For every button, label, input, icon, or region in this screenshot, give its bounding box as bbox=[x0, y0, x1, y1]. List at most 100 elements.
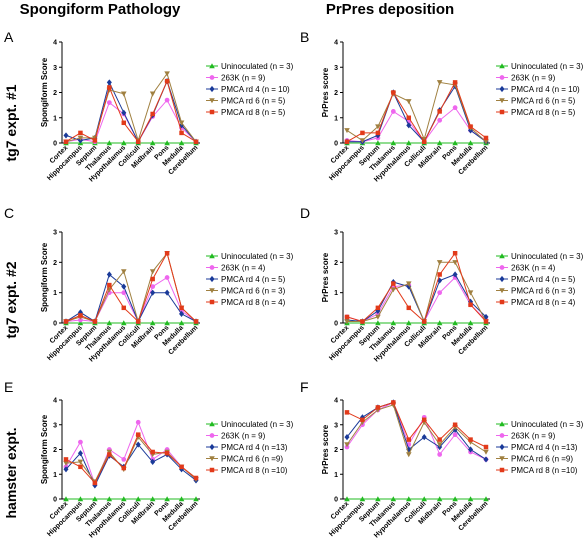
data-point bbox=[193, 475, 199, 481]
data-point bbox=[150, 458, 156, 465]
data-point bbox=[452, 250, 458, 256]
data-point bbox=[77, 496, 84, 502]
series-2 bbox=[344, 83, 489, 145]
data-point bbox=[406, 283, 412, 290]
y-tick-label: 0 bbox=[334, 321, 338, 328]
data-point bbox=[121, 290, 127, 296]
legend-marker bbox=[499, 275, 505, 283]
data-point bbox=[452, 105, 458, 111]
data-point bbox=[179, 310, 185, 317]
data-point bbox=[63, 496, 69, 502]
data-point bbox=[193, 496, 199, 502]
data-point bbox=[164, 289, 170, 296]
legend: Uninoculated (n = 3) 263K (n = 9) PMCA rd … bbox=[206, 420, 294, 475]
legend-marker bbox=[499, 443, 505, 451]
data-point bbox=[405, 99, 412, 105]
legend-entry: PMCA rd 6 (n =9) bbox=[511, 455, 573, 464]
series-line bbox=[346, 401, 487, 460]
data-point bbox=[375, 405, 381, 410]
series-2 bbox=[63, 441, 199, 489]
data-point bbox=[468, 302, 473, 308]
data-point bbox=[164, 140, 170, 146]
data-point bbox=[193, 319, 199, 324]
series-1 bbox=[344, 400, 489, 462]
series-line bbox=[65, 79, 197, 143]
data-point bbox=[390, 287, 397, 293]
y-axis-label: Spongiform Score bbox=[40, 242, 49, 312]
data-point bbox=[375, 314, 381, 320]
series-3 bbox=[63, 250, 199, 325]
data-point bbox=[164, 320, 170, 326]
data-point bbox=[106, 320, 113, 326]
data-point bbox=[390, 496, 397, 502]
data-point bbox=[436, 140, 443, 146]
data-point bbox=[405, 496, 412, 502]
series-3 bbox=[63, 71, 199, 145]
data-point bbox=[150, 284, 156, 289]
series-line bbox=[65, 273, 197, 323]
legend-entry: PMCA rd 4 (n = 10) bbox=[221, 85, 290, 94]
data-point bbox=[106, 140, 113, 146]
data-point bbox=[178, 320, 185, 326]
series-0 bbox=[344, 496, 489, 502]
series-line bbox=[346, 401, 487, 460]
y-tick-label: 4 bbox=[53, 40, 57, 47]
data-point bbox=[164, 71, 170, 77]
y-tick-label: 4 bbox=[334, 40, 338, 47]
data-point bbox=[406, 115, 412, 120]
data-point bbox=[121, 457, 127, 462]
data-point bbox=[78, 317, 83, 323]
data-point bbox=[121, 120, 127, 126]
legend-marker bbox=[209, 75, 215, 80]
y-axis-label: Spongiform Score bbox=[40, 57, 49, 127]
data-point bbox=[121, 283, 127, 290]
data-point bbox=[360, 130, 365, 136]
data-point bbox=[179, 305, 184, 311]
legend-marker bbox=[499, 456, 505, 462]
data-point bbox=[77, 320, 84, 326]
data-point bbox=[107, 282, 112, 288]
data-point bbox=[179, 130, 184, 136]
legend-entry: PMCA rd 6 (n = 5) bbox=[511, 97, 576, 106]
legend-entry: 263K (n = 9) bbox=[221, 432, 266, 441]
legend-entry: 263K (n = 4) bbox=[221, 264, 266, 273]
legend-marker bbox=[209, 85, 215, 93]
legend-entry: PMCA rd 6 (n = 5) bbox=[221, 97, 286, 106]
data-point bbox=[149, 496, 156, 502]
legend-marker bbox=[209, 443, 215, 451]
data-point bbox=[437, 437, 442, 442]
data-point bbox=[452, 432, 458, 438]
data-point bbox=[421, 434, 427, 441]
data-point bbox=[375, 320, 381, 326]
legend-entry: PMCA rd 6 (n = 3) bbox=[221, 287, 286, 296]
data-point bbox=[467, 140, 474, 146]
data-point bbox=[107, 85, 112, 90]
y-tick-label: 1 bbox=[334, 472, 338, 479]
y-axis-label: Spongiform Score bbox=[40, 414, 49, 484]
data-point bbox=[120, 320, 127, 326]
data-point bbox=[121, 465, 127, 471]
column-title-prpres: PrPres deposition bbox=[326, 1, 454, 18]
data-point bbox=[179, 464, 184, 470]
data-point bbox=[344, 496, 350, 502]
data-point bbox=[78, 439, 83, 445]
row-title-tg7-expt-2: tg7 expt. #2 bbox=[3, 261, 19, 338]
legend-marker bbox=[499, 75, 505, 80]
data-point bbox=[436, 496, 443, 502]
legend: Uninoculated (n = 3) 263K (n = 9) PMCA rd … bbox=[206, 62, 294, 117]
data-point bbox=[467, 290, 474, 296]
y-tick-label: 0 bbox=[53, 141, 57, 148]
data-point bbox=[436, 320, 443, 326]
data-point bbox=[483, 456, 489, 463]
data-point bbox=[483, 444, 489, 450]
series-4 bbox=[63, 432, 199, 486]
y-tick-label: 1 bbox=[334, 115, 338, 122]
data-point bbox=[120, 91, 127, 97]
data-point bbox=[467, 496, 474, 502]
legend-marker bbox=[209, 253, 215, 259]
legend-marker bbox=[499, 109, 505, 115]
data-point bbox=[92, 480, 98, 486]
legend-entry: PMCA rd 4 (n =13) bbox=[511, 443, 578, 452]
y-axis-label: PrPres score bbox=[321, 252, 330, 302]
